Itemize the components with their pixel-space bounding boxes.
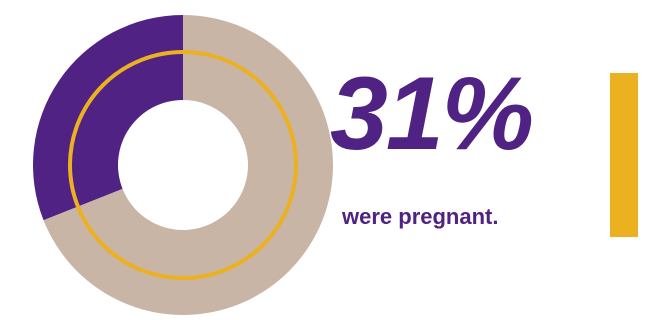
- headline-value: 31%: [330, 56, 534, 172]
- donut-slice-highlight: [32, 15, 183, 221]
- accent-bar: [610, 73, 638, 237]
- donut-slices: [32, 15, 333, 315]
- headline-caption: were pregnant.: [342, 204, 499, 229]
- donut-chart: [32, 15, 333, 315]
- inner-ring-outline: [68, 50, 298, 280]
- donut-slice-remainder: [43, 15, 333, 315]
